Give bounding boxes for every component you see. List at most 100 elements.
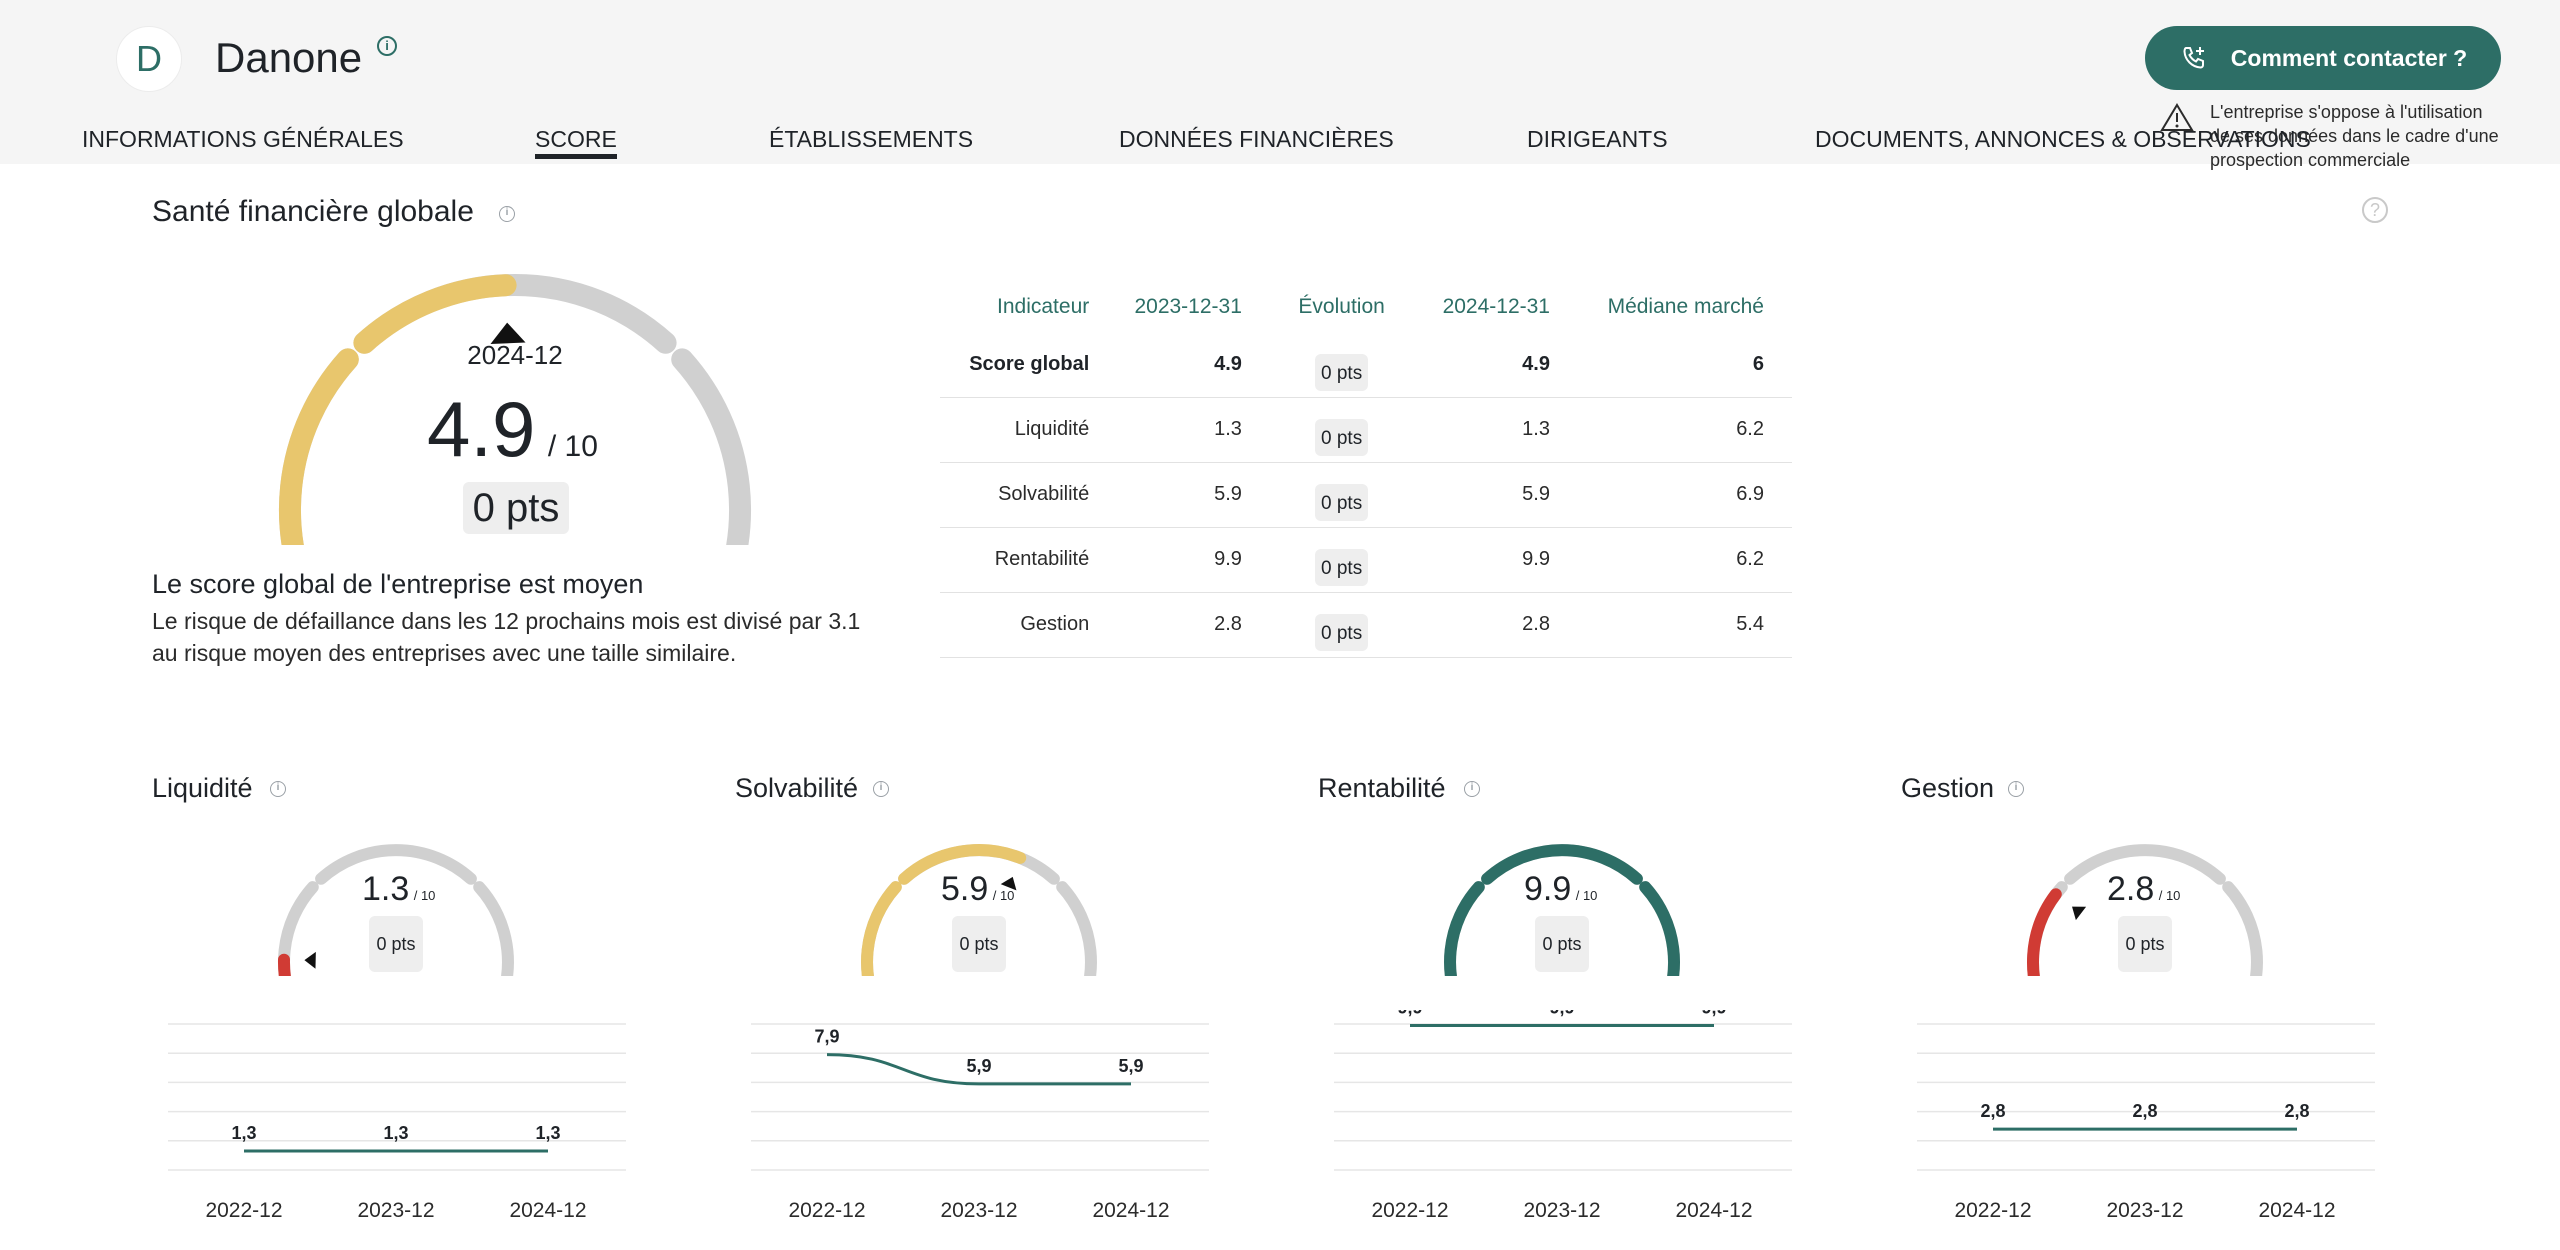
row-name: Liquidité: [940, 397, 1106, 463]
x-tick-label: 2023-12: [2106, 1199, 2183, 1222]
card-gauge-track-segment: [278, 881, 319, 976]
summary-title: Le score global de l'entreprise est moye…: [152, 569, 644, 599]
x-tick-label: 2022-12: [205, 1199, 282, 1222]
help-icon[interactable]: ?: [2362, 197, 2388, 223]
global-pts-badge: 0 pts: [463, 482, 569, 534]
card-gauge-pointer: [1000, 876, 1017, 891]
liquidite-score: 1.3 / 10: [362, 870, 435, 909]
x-tick-label: 2024-12: [1092, 1199, 1169, 1222]
evo-badge: 0 pts: [1315, 353, 1369, 391]
data-label: 2,8: [1980, 1101, 2005, 1121]
rentabilite-gauge: [1444, 844, 1680, 976]
data-label: 1,3: [535, 1123, 560, 1143]
global-gauge-pointer: [490, 322, 526, 345]
row-v1: 2.8: [1105, 592, 1270, 658]
row-v2: 2.8: [1413, 592, 1578, 658]
col-evolution: Évolution: [1298, 295, 1385, 318]
liquidite-history-chart: 1,3 2022-12 1,3 2023-12 1,3 2024-12: [168, 1023, 626, 1222]
gestion-score-value: 2.8: [2107, 870, 2155, 908]
liquidite-info-icon[interactable]: i: [270, 781, 286, 797]
tab-documents[interactable]: DOCUMENTS, ANNONCES & OBSERVATIONS: [1815, 126, 2311, 152]
col-median: Médiane marché: [1607, 295, 1764, 318]
table-row: Solvabilité 5.9 0 pts 5.9 6.9: [940, 462, 1792, 528]
row-evo: 0 pts: [1269, 397, 1414, 463]
card-gauge-track-segment: [315, 844, 477, 885]
rentabilite-score: 9.9 / 10: [1524, 870, 1597, 909]
row-name: Gestion: [940, 592, 1106, 658]
data-label: 9,9: [1397, 1010, 1422, 1017]
row-v1: 4.9: [1105, 332, 1270, 398]
gestion-score: 2.8 / 10: [2107, 870, 2180, 909]
evo-badge: 0 pts: [1315, 614, 1369, 651]
gestion-gauge: [2027, 844, 2263, 976]
data-label: 7,9: [814, 1027, 839, 1047]
indicator-table: Indicateur 2023-12-31 Évolution 2024-12-…: [940, 282, 1792, 658]
row-median: 6: [1577, 332, 1792, 398]
liquidite-score-max: / 10: [413, 888, 436, 903]
solvabilite-score: 5.9 / 10: [941, 870, 1014, 909]
contact-button[interactable]: Comment contacter ?: [2145, 26, 2501, 90]
company-info-icon[interactable]: i: [377, 36, 397, 56]
liquidite-score-value: 1.3: [362, 870, 410, 908]
card-title-rentabilite: Rentabilité: [1318, 773, 1446, 803]
row-name: Rentabilité: [940, 527, 1106, 593]
tab-donnees-financieres[interactable]: DONNÉES FINANCIÈRES: [1119, 126, 1394, 152]
card-gauge-track-segment: [1056, 881, 1097, 976]
x-tick-label: 2024-12: [509, 1199, 586, 1222]
table-row: Liquidité 1.3 0 pts 1.3 6.2: [940, 397, 1792, 463]
data-label: 2,8: [2132, 1101, 2157, 1121]
card-gauge-fill-segment: [861, 881, 902, 976]
global-gauge-fill-segment: [279, 348, 359, 545]
rentabilite-info-icon[interactable]: i: [1464, 781, 1480, 797]
solvabilite-history-chart: 7,9 2022-12 5,9 2023-12 5,9 2024-12: [751, 1023, 1209, 1222]
evo-badge: 0 pts: [1315, 484, 1369, 521]
card-gauge-fill-segment: [277, 953, 291, 976]
liquidite-gauge: [277, 844, 514, 976]
row-v2: 9.9: [1413, 527, 1578, 593]
x-tick-label: 2022-12: [788, 1199, 865, 1222]
global-health-title: Santé financière globale: [152, 195, 474, 228]
x-tick-label: 2024-12: [1675, 1199, 1752, 1222]
data-label: 5,9: [1118, 1056, 1143, 1076]
row-evo: 0 pts: [1269, 592, 1414, 658]
solvabilite-score-value: 5.9: [941, 870, 989, 908]
col-indicateur: Indicateur: [997, 295, 1090, 318]
row-v1: 5.9: [1105, 462, 1270, 528]
tab-etablissements[interactable]: ÉTABLISSEMENTS: [769, 126, 974, 152]
card-gauge-track-segment: [2064, 844, 2226, 885]
gestion-history-chart: 2,8 2022-12 2,8 2023-12 2,8 2024-12: [1917, 1023, 2375, 1222]
row-median: 6.2: [1577, 527, 1792, 593]
x-tick-label: 2022-12: [1371, 1199, 1448, 1222]
global-health-info-icon[interactable]: i: [499, 206, 515, 222]
warning-icon: [2160, 103, 2194, 131]
rentabilite-score-value: 9.9: [1524, 870, 1572, 908]
row-v2: 1.3: [1413, 397, 1578, 463]
solvabilite-score-max: / 10: [992, 888, 1015, 903]
table-row: Rentabilité 9.9 0 pts 9.9 6.2: [940, 527, 1792, 593]
card-gauge-track-segment: [473, 881, 514, 976]
tab-score[interactable]: SCORE: [535, 126, 617, 159]
solvabilite-pts-badge: 0 pts: [952, 916, 1006, 972]
card-gauge-track-segment: [2222, 881, 2263, 976]
rentabilite-history-chart: 9,9 2022-12 9,9 2023-12 9,9 2024-12: [1334, 1010, 1792, 1222]
row-name: Score global: [940, 332, 1106, 398]
data-label: 1,3: [231, 1123, 256, 1143]
evo-badge: 0 pts: [1315, 549, 1369, 586]
series-line: [826, 1053, 1131, 1086]
card-gauge-fill-segment: [2027, 888, 2062, 976]
global-score-gauge: [279, 274, 751, 545]
card-title-liquidite: Liquidité: [152, 773, 253, 803]
phone-plus-icon: [2183, 47, 2204, 69]
card-gauge-pointer: [2072, 906, 2087, 921]
privacy-warning-text: L'entreprise s'oppose à l'utilisation de…: [2210, 102, 2499, 170]
gestion-info-icon[interactable]: i: [2008, 781, 2024, 797]
data-label: 9,9: [1701, 1010, 1726, 1017]
row-name: Solvabilité: [940, 462, 1106, 528]
solvabilite-info-icon[interactable]: i: [873, 781, 889, 797]
page-header: D Danone i Comment contacter ? L'entrepr…: [0, 0, 2560, 170]
row-v2: 4.9: [1413, 332, 1578, 398]
global-score-value: 4.9: [427, 385, 536, 473]
row-evo: 0 pts: [1269, 462, 1414, 528]
tab-informations-generales[interactable]: INFORMATIONS GÉNÉRALES: [82, 126, 404, 152]
tab-dirigeants[interactable]: DIRIGEANTS: [1527, 126, 1668, 152]
